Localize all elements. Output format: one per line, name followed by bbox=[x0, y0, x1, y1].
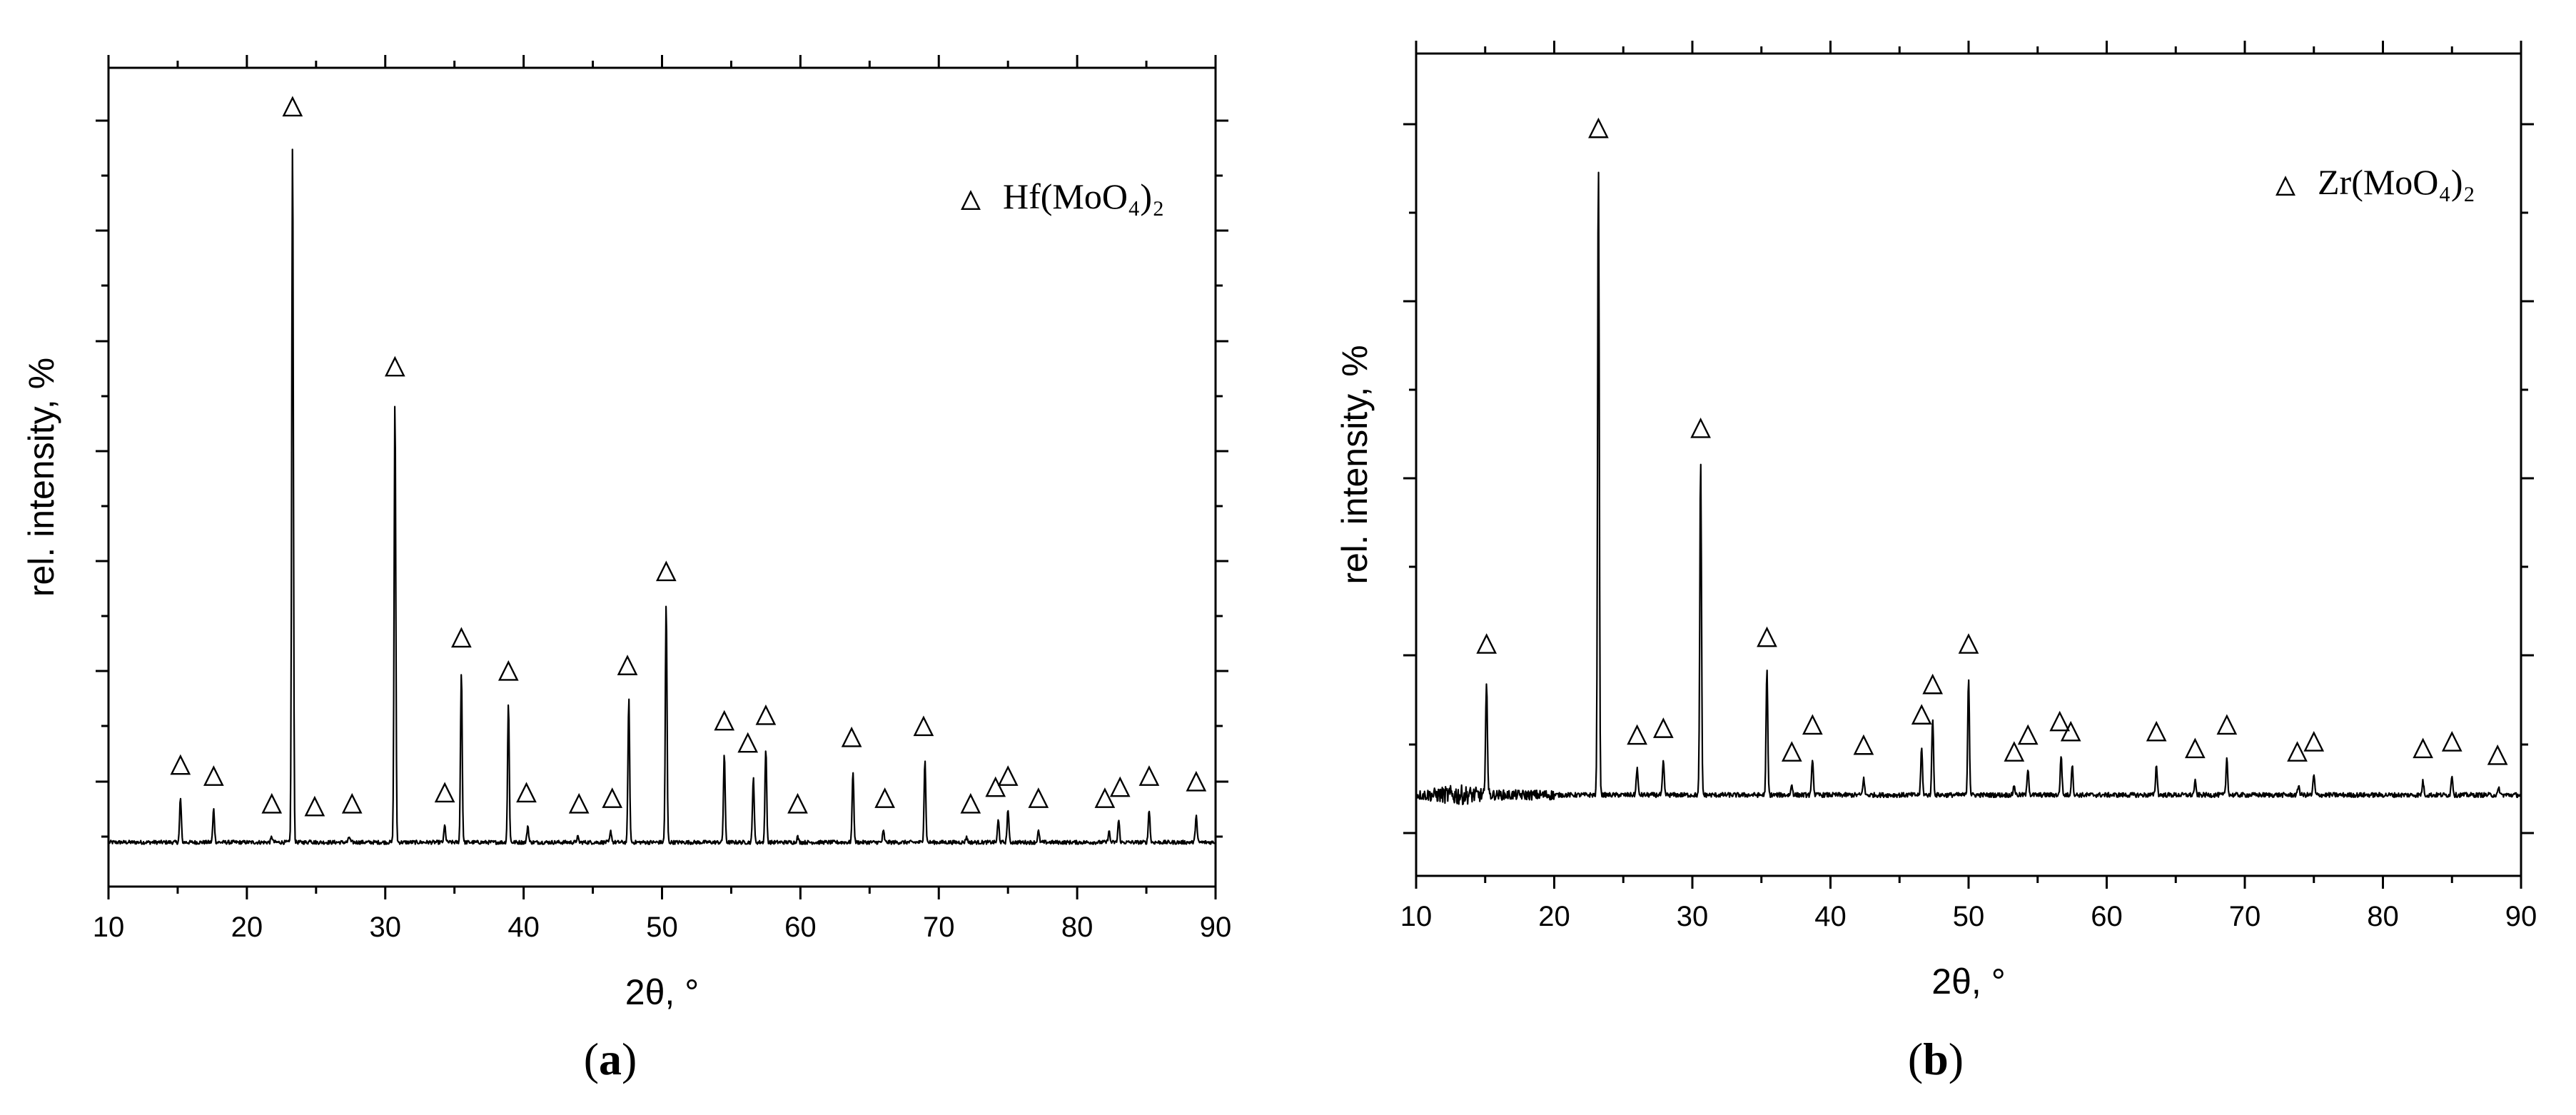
phase-marker-triangle bbox=[2441, 731, 2463, 752]
panel-label: (b) bbox=[1908, 1034, 1964, 1084]
chart-panel-b: 10 20 30 40 50 60 70 80 90 2θ, ° rel. intensity, %… bbox=[1335, 41, 2537, 1084]
panel-letter: a bbox=[599, 1034, 622, 1084]
phase-marker-triangle bbox=[1911, 704, 1932, 725]
phase-marker-triangle bbox=[1627, 724, 1647, 745]
phase-marker-triangle bbox=[1588, 117, 1609, 138]
phase-marker-triangle bbox=[1094, 787, 1116, 808]
phase-marker-triangle bbox=[602, 787, 623, 808]
phase-marker-triangle bbox=[874, 787, 895, 808]
x-tick-label: 40 bbox=[1814, 901, 1847, 932]
x-tick-label: 30 bbox=[370, 912, 402, 943]
x-tick-label: 20 bbox=[231, 912, 263, 943]
phase-marker-triangle bbox=[2004, 741, 2025, 762]
x-tick-label: 60 bbox=[784, 912, 817, 943]
phase-marker-triangle bbox=[170, 754, 191, 775]
phase-marker-triangle bbox=[1476, 633, 1497, 654]
legend-triangle-icon bbox=[2276, 176, 2295, 196]
phase-marker-triangle bbox=[1922, 673, 1944, 695]
phase-marker-triangle bbox=[841, 726, 862, 747]
phase-marker-triangle bbox=[1653, 717, 1674, 738]
x-tick-label: 80 bbox=[1061, 912, 1093, 943]
phase-marker-triangle bbox=[2303, 731, 2325, 752]
xrd-pattern-line bbox=[1415, 171, 2521, 805]
phase-marker-triangle bbox=[787, 792, 808, 814]
phase-marker-triangle bbox=[2146, 720, 2167, 742]
x-tick-label: 20 bbox=[1538, 901, 1570, 932]
x-tick-label: 90 bbox=[1200, 912, 1232, 943]
phase-marker-triangle bbox=[985, 776, 1006, 797]
chart-panel-a: 10 20 30 40 50 60 70 80 90 2θ, ° rel. intensity, %… bbox=[21, 55, 1231, 1084]
legend: Zr(MoO₄)₂ bbox=[2276, 162, 2475, 202]
phase-marker-triangle bbox=[2487, 744, 2508, 765]
phase-marker-triangle bbox=[2017, 724, 2039, 745]
phase-marker-triangle bbox=[913, 715, 934, 737]
phase-marker-triangle bbox=[1138, 765, 1160, 786]
phase-marker-triangle bbox=[261, 792, 283, 814]
phase-marker-triangle bbox=[568, 792, 590, 814]
phase-marker-triangle bbox=[2216, 714, 2238, 735]
phase-marker-triangle bbox=[2060, 720, 2081, 742]
phase-marker-triangle bbox=[384, 355, 405, 377]
x-tick-label: 10 bbox=[93, 912, 125, 943]
phase-marker-triangle bbox=[1690, 417, 1711, 438]
x-axis-title: 2θ, ° bbox=[1931, 962, 2005, 1002]
phase-marker-triangle bbox=[755, 704, 777, 725]
phase-marker-triangle bbox=[1802, 714, 1823, 735]
phase-marker-triangle bbox=[341, 792, 363, 814]
phase-marker-triangle bbox=[617, 655, 638, 675]
legend-label: Hf(MoO₄)₂ bbox=[1003, 176, 1165, 216]
phase-marker-triangle bbox=[1109, 776, 1131, 797]
phase-marker-triangle bbox=[2413, 737, 2433, 759]
phase-marker-triangle bbox=[997, 765, 1019, 786]
legend-triangle-icon bbox=[961, 190, 981, 210]
legend: Hf(MoO₄)₂ bbox=[961, 176, 1165, 216]
phase-marker-triangle bbox=[282, 96, 303, 117]
phase-marker-triangle bbox=[451, 627, 472, 648]
x-tick-label: 70 bbox=[923, 912, 955, 943]
phase-marker-triangle bbox=[304, 795, 325, 817]
phase-marker-triangle bbox=[1958, 633, 1979, 654]
phase-marker-triangle bbox=[2287, 741, 2308, 762]
panel-letter: b bbox=[1923, 1034, 1949, 1084]
x-tick-label: 50 bbox=[646, 912, 678, 943]
x-tick-label: 50 bbox=[1953, 901, 1985, 932]
phase-marker-triangle bbox=[1781, 741, 1802, 762]
phase-marker-triangle bbox=[434, 782, 455, 803]
x-tick-label: 30 bbox=[1677, 901, 1709, 932]
y-axis-title: rel. intensity, % bbox=[1335, 345, 1375, 584]
xrd-pattern-line bbox=[108, 148, 1216, 845]
phase-marker-triangle bbox=[2049, 710, 2071, 732]
y-axis-title: rel. intensity, % bbox=[21, 358, 61, 597]
x-axis-title: 2θ, ° bbox=[625, 972, 699, 1012]
x-tick-label: 70 bbox=[2229, 901, 2261, 932]
phase-marker-triangle bbox=[1028, 787, 1049, 808]
phase-marker-triangle bbox=[516, 782, 537, 803]
x-tick-label: 90 bbox=[2505, 901, 2537, 932]
phase-marker-triangle bbox=[960, 792, 981, 814]
x-tick-label: 80 bbox=[2367, 901, 2399, 932]
phase-marker-triangle bbox=[1757, 626, 1777, 647]
phase-marker-triangle bbox=[1186, 770, 1207, 792]
phase-marker-triangle bbox=[737, 732, 759, 753]
phase-marker-triangle bbox=[655, 560, 677, 582]
phase-marker-triangle bbox=[497, 660, 519, 681]
panel-label: (a) bbox=[584, 1034, 637, 1084]
phase-marker-triangle bbox=[1853, 734, 1874, 755]
x-tick-label: 40 bbox=[507, 912, 540, 943]
legend-label: Zr(MoO₄)₂ bbox=[2318, 162, 2475, 202]
x-tick-label: 60 bbox=[2091, 901, 2123, 932]
x-tick-label: 10 bbox=[1400, 901, 1433, 932]
phase-marker-triangle bbox=[2184, 737, 2206, 759]
phase-marker-triangle bbox=[203, 765, 224, 786]
phase-marker-triangle bbox=[714, 710, 735, 731]
